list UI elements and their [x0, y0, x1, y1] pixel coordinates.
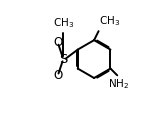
- Text: O: O: [53, 69, 63, 82]
- Text: O: O: [53, 36, 63, 49]
- Text: CH$_3$: CH$_3$: [99, 15, 120, 28]
- Text: CH$_3$: CH$_3$: [53, 16, 74, 30]
- Text: S: S: [59, 53, 68, 66]
- Text: NH$_2$: NH$_2$: [108, 78, 130, 91]
